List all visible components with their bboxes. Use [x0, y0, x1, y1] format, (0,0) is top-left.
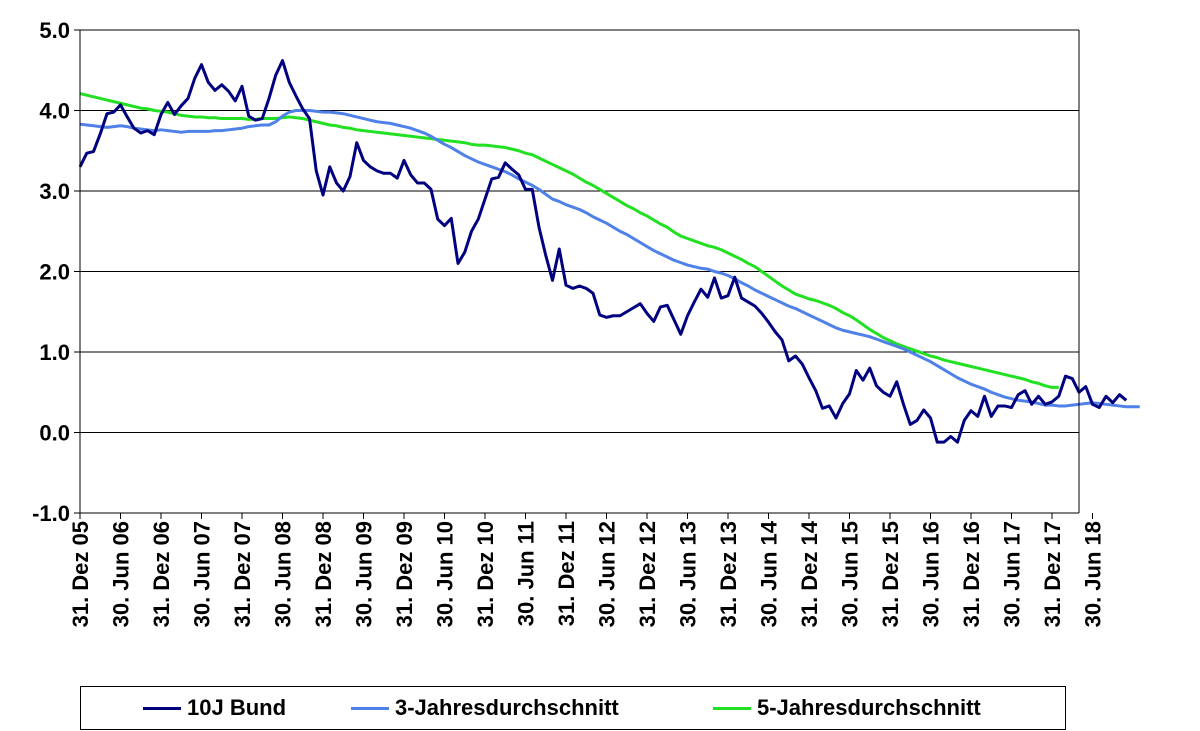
x-tick-label: 30. Jun 18 [1081, 521, 1106, 627]
x-tick-label: 30. Jun 10 [433, 521, 458, 627]
series-line-2 [79, 92, 1059, 389]
legend: 10J Bund 3-Jahresdurchschnitt 5-Jahresdurc… [80, 686, 1066, 730]
legend-label: 10J Bund [187, 695, 287, 720]
x-tick-label: 30. Jun 09 [352, 521, 377, 627]
x-tick-label: 30. Jun 07 [190, 521, 215, 627]
y-tick-label: 4.0 [39, 99, 70, 124]
x-tick-label: 31. Dez 07 [230, 521, 255, 627]
x-tick-label: 31. Dez 13 [716, 521, 741, 627]
x-tick-label: 30. Jun 08 [271, 521, 296, 627]
y-tick-labels: 5.0 4.0 3.0 2.0 1.0 0.0 -1.0 [32, 18, 80, 526]
x-tick-label: 31. Dez 16 [959, 521, 984, 627]
series-line-0 [78, 59, 1128, 444]
x-tick-label: 30. Jun 11 [514, 521, 539, 626]
legend-label: 3-Jahresdurchschnitt [395, 695, 619, 720]
y-tick-label: 5.0 [39, 18, 70, 43]
x-tick-label: 31. Dez 15 [878, 521, 903, 627]
y-tick-label: -1.0 [32, 501, 70, 526]
legend-item: 3-Jahresdurchschnitt [351, 687, 619, 729]
legend-swatch [713, 706, 751, 710]
x-tick-label: 31. Dez 11 [554, 521, 579, 626]
legend-item: 5-Jahresdurchschnitt [713, 687, 981, 729]
y-tick-label: 3.0 [39, 179, 70, 204]
x-tick-label: 31. Dez 10 [473, 521, 498, 627]
x-tick-label: 31. Dez 09 [392, 521, 417, 627]
x-tick-label: 30. Jun 16 [919, 521, 944, 627]
legend-label: 5-Jahresdurchschnitt [757, 695, 981, 720]
x-tick-label: 30. Jun 12 [595, 521, 620, 627]
x-tick-labels: 31. Dez 05 30. Jun 06 31. Dez 06 30. Jun 07… [68, 513, 1106, 627]
x-tick-label: 30. Jun 13 [676, 521, 701, 627]
y-tick-label: 2.0 [39, 260, 70, 285]
x-tick-label: 30. Jun 06 [109, 521, 134, 627]
x-tick-label: 31. Dez 17 [1040, 521, 1065, 627]
x-tick-label: 31. Dez 12 [635, 521, 660, 627]
series-line-1 [79, 109, 1140, 409]
x-tick-label: 31. Dez 08 [311, 521, 336, 627]
x-tick-label: 31. Dez 06 [149, 521, 174, 627]
x-tick-label: 30. Jun 15 [838, 521, 863, 627]
series-lines [78, 59, 1140, 444]
x-tick-label: 31. Dez 05 [68, 521, 93, 627]
y-tick-label: 0.0 [39, 421, 70, 446]
legend-swatch [351, 706, 389, 710]
legend-swatch [143, 706, 181, 710]
grid-lines [80, 110, 1079, 433]
x-tick-label: 31. Dez 14 [797, 520, 822, 627]
x-tick-label: 30. Jun 14 [757, 520, 782, 627]
x-tick-label: 30. Jun 17 [1000, 521, 1025, 627]
legend-item: 10J Bund [143, 687, 286, 729]
y-tick-label: 1.0 [39, 340, 70, 365]
